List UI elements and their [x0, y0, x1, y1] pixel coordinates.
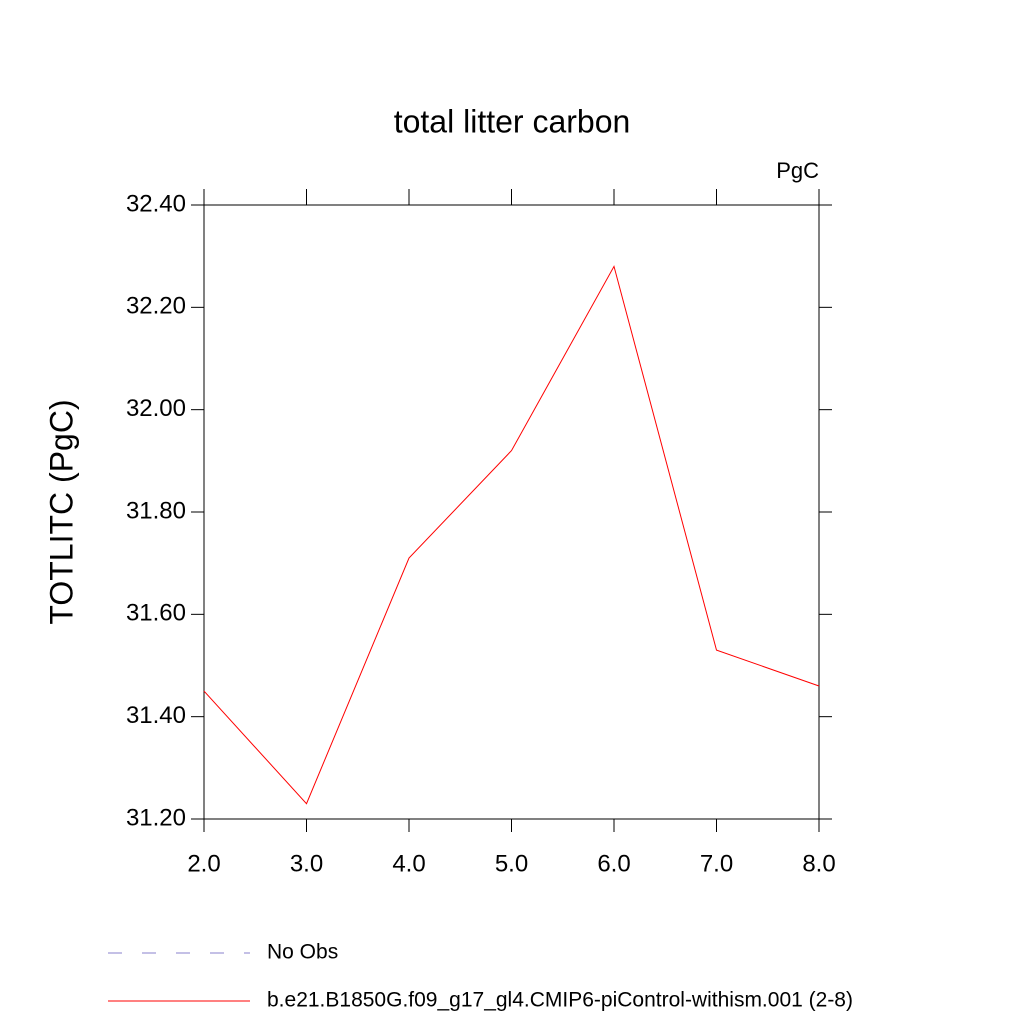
y-tick-label: 32.40	[126, 190, 186, 217]
x-tick-label: 4.0	[392, 850, 425, 877]
plot-frame	[203, 204, 820, 820]
x-tick-label: 5.0	[495, 850, 528, 877]
y-tick-label: 31.60	[126, 600, 186, 627]
x-tick-label: 3.0	[290, 850, 323, 877]
y-tick-label: 31.40	[126, 702, 186, 729]
y-axis-label: TOTLITC (PgC)	[43, 399, 79, 624]
x-tick-label: 6.0	[597, 850, 630, 877]
y-tick-label: 31.20	[126, 804, 186, 831]
units-label: PgC	[776, 158, 819, 183]
x-tick-label: 7.0	[700, 850, 733, 877]
y-tick-label: 32.00	[126, 395, 186, 422]
y-tick-label: 32.20	[126, 293, 186, 320]
y-tick-label: 31.80	[126, 497, 186, 524]
chart-title: total litter carbon	[394, 103, 631, 139]
data-line	[203, 265, 820, 805]
x-tick-label: 8.0	[802, 850, 835, 877]
legend-label: No Obs	[267, 941, 338, 964]
x-tick-label: 2.0	[187, 850, 220, 877]
legend-label: b.e21.B1850G.f09_g17_gl4.CMIP6-piControl…	[267, 989, 853, 1012]
